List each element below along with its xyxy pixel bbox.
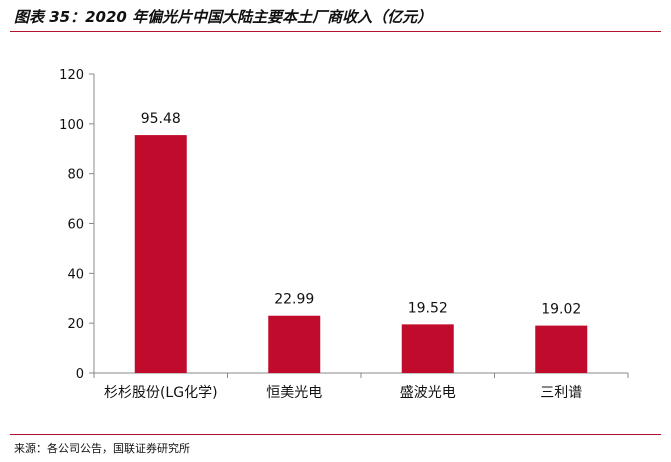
- x-category-label: 杉杉股份(LG化学): [104, 385, 218, 401]
- data-label: 22.99: [274, 292, 314, 308]
- y-tick-label: 120: [59, 68, 84, 83]
- y-tick-label: 80: [67, 168, 84, 183]
- y-tick-label: 20: [67, 317, 84, 332]
- y-tick-label: 60: [67, 218, 84, 233]
- source-divider: [10, 434, 661, 435]
- y-tick-label: 100: [59, 118, 84, 133]
- title-divider: [10, 31, 661, 32]
- x-category-label: 恒美光电: [266, 385, 322, 401]
- y-tick-label: 40: [67, 267, 84, 282]
- y-axis: 0 20 40 60 80 100 120: [59, 68, 95, 382]
- x-category-label: 盛波光电: [400, 385, 456, 401]
- bar: [535, 325, 588, 373]
- data-labels: 95.48 22.99 19.52 19.02: [141, 111, 582, 318]
- bar-chart: 0 20 40 60 80 100 120 杉杉股份(LG化学) 恒美光电 盛波光电 三利谱 95…: [59, 68, 629, 401]
- data-label: 19.02: [541, 302, 581, 318]
- bar: [401, 324, 454, 373]
- data-label: 95.48: [141, 111, 181, 127]
- bar: [268, 315, 321, 373]
- x-category-label: 三利谱: [540, 385, 582, 401]
- chart-title: 图表 35：2020 年偏光片中国大陆主要本土厂商收入（亿元）: [14, 8, 433, 26]
- source-note: 来源：各公司公告，国联证券研究所: [14, 442, 190, 455]
- y-tick-label: 0: [76, 367, 84, 382]
- bars: [134, 135, 588, 373]
- x-axis: 杉杉股份(LG化学) 恒美光电 盛波光电 三利谱: [93, 372, 629, 401]
- bar: [134, 135, 187, 373]
- data-label: 19.52: [408, 300, 448, 316]
